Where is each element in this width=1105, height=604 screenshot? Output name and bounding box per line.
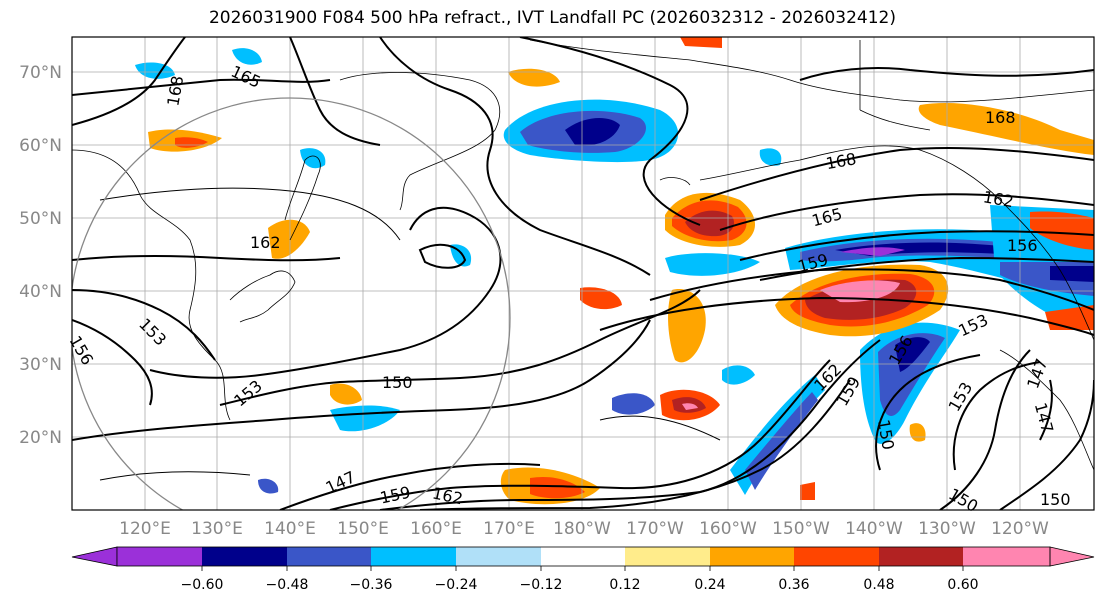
lon-label: 160°E: [410, 519, 462, 539]
colorbar-segment: [963, 547, 1050, 566]
lon-label: 140°E: [264, 519, 316, 539]
contour-label: 168: [824, 149, 857, 173]
colorbar-extend-max: [1049, 546, 1095, 567]
lat-label: 60°N: [19, 136, 62, 156]
colorbar-tick-label: −0.60: [181, 577, 224, 593]
colorbar-tick-label: −0.48: [266, 577, 309, 593]
colorbar-segment: [202, 547, 287, 566]
colorbar-segment: [541, 547, 625, 566]
colorbar-segment: [371, 547, 456, 566]
lon-label: 120°W: [991, 519, 1049, 539]
colorbar-segment: [287, 547, 371, 566]
map-frame: [71, 36, 1095, 511]
contour-label: 156: [65, 332, 97, 368]
contour-label: 153: [230, 376, 266, 410]
lon-label: 150°E: [337, 519, 389, 539]
colorbar-frame: [116, 546, 1051, 567]
colorbar-segment: [117, 547, 202, 566]
contour-label: 150: [874, 418, 898, 451]
lon-label: 170°E: [483, 519, 535, 539]
lon-label: 130°W: [918, 519, 976, 539]
thin-contours: [99, 187, 721, 481]
colorbar-tick-label: 0.24: [694, 577, 725, 593]
contour-label: 162: [250, 233, 281, 252]
lon-label: 140°W: [845, 519, 903, 539]
colorbar-extend-min: [71, 546, 118, 567]
graticule: [72, 37, 1094, 510]
contour-label: 150: [1040, 490, 1071, 509]
contour-label: 147: [1023, 356, 1051, 391]
contour-label: 150: [382, 373, 413, 392]
contour-label: 150: [945, 484, 981, 516]
colorbar-segment: [456, 547, 541, 566]
colorbar-tick-label: 0.36: [778, 577, 809, 593]
lat-label: 40°N: [19, 282, 62, 302]
contour-label: 147: [323, 467, 359, 497]
contour-label: 153: [945, 379, 977, 415]
lat-label: 50°N: [19, 209, 62, 229]
range-ring: [72, 97, 511, 510]
lat-label: 20°N: [19, 428, 62, 448]
map-title: 2026031900 F084 500 hPa refract., IVT La…: [208, 8, 896, 28]
colorbar-tick-label: −0.24: [435, 577, 478, 593]
contour-label: 153: [955, 310, 991, 340]
shaded-field: [135, 37, 1094, 505]
contour-label: 153: [135, 314, 170, 349]
lon-label: 180°W: [553, 519, 611, 539]
colorbar-tick-label: 0.60: [947, 577, 978, 593]
colorbar-segment: [625, 547, 710, 566]
lon-label: 130°E: [191, 519, 243, 539]
colorbar-tick-label: 0.48: [863, 577, 894, 593]
lon-label: 150°W: [772, 519, 830, 539]
lon-label: 160°W: [699, 519, 757, 539]
lon-label: 120°E: [119, 519, 171, 539]
coastlines: [72, 39, 1094, 471]
contours: [72, 37, 1094, 510]
contour-label: 168: [163, 74, 187, 107]
colorbar-tick-label: −0.36: [350, 577, 393, 593]
contour-label: 162: [982, 187, 1015, 211]
lat-label: 70°N: [19, 63, 62, 83]
contour-label: 147: [1031, 401, 1057, 435]
colorbar-segment: [879, 547, 963, 566]
colorbar-segment: [794, 547, 879, 566]
colorbar-tick-label: −0.12: [520, 577, 563, 593]
contour-label: 156: [1007, 236, 1038, 255]
colorbar: −0.60 −0.48 −0.36 −0.24 −0.12 0.12 0.24 …: [71, 546, 1095, 593]
colorbar-tick-label: 0.12: [609, 577, 640, 593]
colorbar-segment: [710, 547, 794, 566]
lon-label: 170°W: [626, 519, 684, 539]
contour-label: 165: [228, 62, 264, 92]
lon-labels: 120°E 130°E 140°E 150°E 160°E 170°E 180°…: [119, 519, 1049, 539]
lat-labels: 70°N 60°N 50°N 40°N 30°N 20°N: [19, 63, 62, 448]
lat-label: 30°N: [19, 355, 62, 375]
contour-label: 168: [985, 108, 1016, 127]
